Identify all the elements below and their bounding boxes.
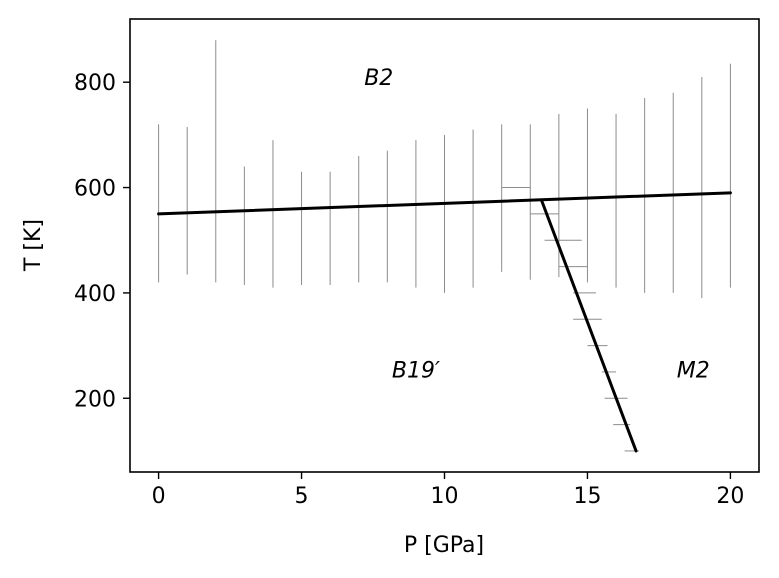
phase-boundary-line [540,199,638,453]
y-tick-label: 200 [74,387,116,412]
x-axis-label: P [GPa] [404,533,484,558]
plot-frame [129,18,760,473]
y-axis: 200 400 600 800 [74,71,130,412]
x-tick-label: 20 [716,484,744,509]
phase-labels: B2 B19′ M2 [364,66,710,383]
x-tick-label: 10 [431,484,459,509]
x-tick-label: 15 [573,484,601,509]
x-tick-label: 0 [152,484,166,509]
phase-label: B19′ [392,358,440,383]
phase-boundary-line [157,191,732,216]
phase-boundaries [157,191,732,453]
phase-label: B2 [364,66,393,91]
y-tick-label: 400 [74,282,116,307]
error-bars [158,40,731,452]
phase-label: M2 [677,358,710,383]
x-tick-label: 5 [295,484,309,509]
y-tick-label: 600 [74,177,116,202]
x-axis: 0 5 10 15 20 [152,472,744,509]
y-axis-label: T [K] [21,219,46,272]
y-tick-label: 800 [74,71,116,96]
